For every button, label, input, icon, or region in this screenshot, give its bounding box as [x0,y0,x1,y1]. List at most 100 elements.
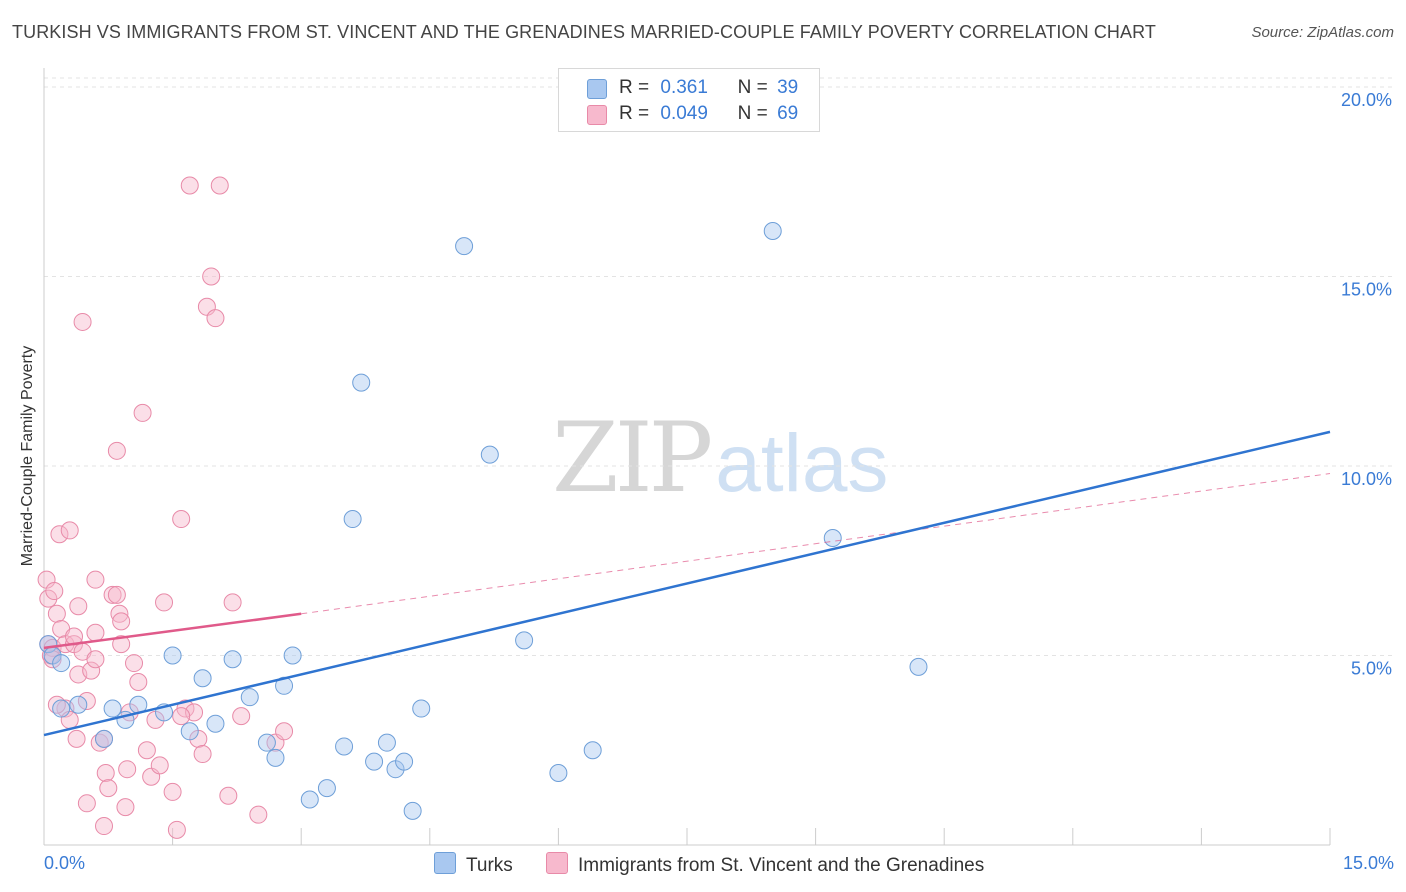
turks-point [763,221,782,240]
y-tick-label: 5.0% [1351,658,1392,678]
immigrants-point [163,782,182,801]
immigrants-point [95,817,114,836]
turks-point [317,779,336,798]
legend-r-value: 0.049 [660,103,708,124]
immigrants-point [86,623,105,642]
immigrants-point [39,589,58,608]
immigrants-point [69,597,88,616]
legend-swatch-immigrants [587,105,607,125]
immigrants-point [133,403,152,422]
bottom-legend-label-immigrants: Immigrants from St. Vincent and the Gren… [578,855,985,876]
immigrants-point [180,176,199,195]
immigrants-point [167,820,186,839]
bottom-legend-swatch-immigrants [546,852,568,874]
turks-point [240,688,259,707]
immigrants-point [86,650,105,669]
turks-trend-line [43,430,1331,737]
turks-point [266,748,285,767]
immigrants-point [125,654,144,673]
bottom-legend-turks: Turks [434,852,513,877]
immigrants-point [47,604,66,623]
immigrants-point [86,570,105,589]
immigrants-point [67,729,86,748]
turks-point [352,373,371,392]
immigrants-point [249,805,268,824]
turks-point [163,646,182,665]
immigrants-point [60,521,79,540]
immigrants-point [193,745,212,764]
immigrants-point [202,267,221,286]
turks-point [257,733,276,752]
turks-point [52,699,71,718]
turks-point [343,510,362,529]
immigrants-point [96,763,115,782]
turks-point [39,635,58,654]
legend-n-value: 39 [777,77,799,98]
bottom-legend-label-turks: Turks [466,855,513,876]
turks-point [335,737,354,756]
immigrants-point [275,722,294,741]
immigrants-point [82,661,101,680]
turks-point [377,733,396,752]
turks-point [69,695,88,714]
turks-point [52,654,71,673]
legend-text-turks: R = 0.361 N = 39 [619,77,798,99]
y-tick-label: 20.0% [1341,90,1392,110]
watermark-zip: ZIP [552,402,713,514]
immigrants-point [77,691,96,710]
turks-point [583,741,602,760]
watermark: ZIPatlas [552,402,888,514]
turks-point [283,646,302,665]
immigrants-point [103,585,122,604]
turks-point [365,752,384,771]
bottom-legend-swatch-turks [434,852,456,874]
immigrants-point [50,525,69,544]
immigrants-point [232,707,251,726]
immigrants-point [77,794,96,813]
immigrants-point [112,635,131,654]
x-tick-label: 0.0% [44,853,85,873]
legend-n-value: 69 [777,103,799,124]
turks-point [455,237,474,256]
legend-r-label: R = [619,77,650,98]
immigrants-point [219,786,238,805]
immigrants-point [45,582,64,601]
turks-point [180,722,199,741]
turks-point [223,650,242,669]
turks-point [909,657,928,676]
legend-text-immigrants: R = 0.049 N = 69 [619,103,798,125]
turks-point [300,790,319,809]
immigrants-point [223,593,242,612]
watermark-atlas: atlas [715,418,889,509]
immigrants-point [206,309,225,328]
y-tick-label: 15.0% [1341,279,1392,299]
turks-point [823,528,842,547]
legend-swatch-turks [587,79,607,99]
legend-r-label: R = [619,103,650,124]
immigrants-point [118,760,137,779]
legend-n-label: N = [737,103,768,124]
legend-n-label: N = [737,77,768,98]
bottom-legend-immigrants: Immigrants from St. Vincent and the Gren… [546,852,984,877]
turks-point [395,752,414,771]
immigrants-point [112,612,131,631]
immigrants-point [107,441,126,460]
immigrants-point [172,707,191,726]
turks-point [103,699,122,718]
immigrants-point [137,741,156,760]
immigrants-point [210,176,229,195]
turks-point [549,763,568,782]
turks-point [412,699,431,718]
turks-point [206,714,225,733]
immigrants-point [155,593,174,612]
turks-point [193,669,212,688]
immigrants-point [116,798,135,817]
immigrants-point [99,779,118,798]
chart-title: TURKISH VS IMMIGRANTS FROM ST. VINCENT A… [12,22,1157,42]
turks-point [515,631,534,650]
immigrants-point [172,510,191,529]
legend-r-value: 0.361 [660,77,708,98]
turks-point [95,729,114,748]
turks-point [403,801,422,820]
